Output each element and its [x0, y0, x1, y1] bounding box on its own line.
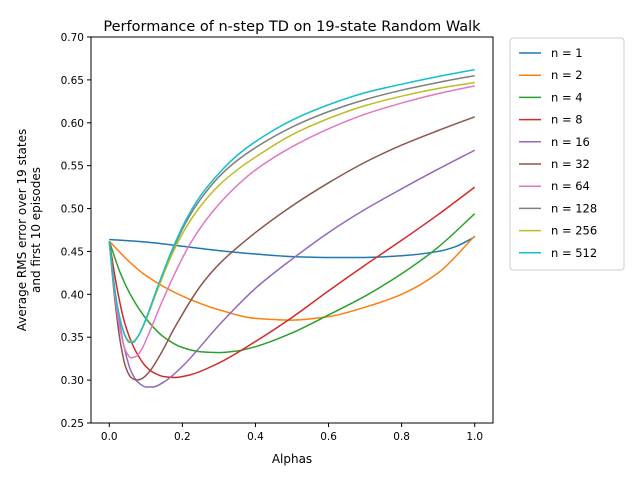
y-tick-label: 0.50: [61, 204, 84, 216]
series-line-8: [108, 74, 475, 343]
series-line-2: [108, 235, 476, 321]
y-tick-label: 0.30: [61, 375, 84, 387]
series-line-5: [108, 149, 476, 388]
plot-area: [108, 68, 476, 388]
series-line-10: [108, 68, 475, 344]
series-line-6: [108, 116, 475, 381]
y-axis-label-line-2: and first 10 episodes: [29, 167, 43, 293]
series-line-3: [108, 213, 476, 354]
legend-label: n = 128: [551, 201, 597, 215]
legend-label: n = 512: [551, 246, 597, 260]
y-tick-label: 0.55: [61, 161, 84, 173]
legend-label: n = 32: [551, 157, 590, 171]
y-tick-label: 0.45: [61, 246, 84, 258]
x-tick-label: 0.8: [393, 431, 410, 443]
legend-label: n = 256: [551, 224, 597, 238]
x-axis: 0.0 0.2 0.4 0.6 0.8 1.0: [101, 423, 483, 443]
x-tick-label: 0.2: [174, 431, 191, 443]
x-tick-label: 0.4: [247, 431, 264, 443]
legend-label: n = 2: [551, 68, 583, 82]
y-tick-label: 0.40: [61, 289, 84, 301]
series-line-1: [109, 236, 476, 259]
legend-label: n = 8: [551, 113, 583, 127]
plot-frame: [90, 36, 494, 424]
chart-title: Performance of n-step TD on 19-state Ran…: [103, 19, 481, 35]
series-line-7: [108, 85, 475, 359]
series-line-9: [108, 81, 475, 343]
y-axis-label: Average RMS error over 19 states and fir…: [15, 129, 43, 331]
y-axis: 0.25 0.30 0.35 0.40 0.45 0.50 0.55 0.60 0.65 0.70: [61, 32, 91, 430]
y-tick-label: 0.70: [61, 32, 84, 44]
legend-box: [509, 37, 625, 271]
legend-label: n = 4: [551, 90, 583, 104]
legend: n = 1 n = 2 n = 4 n = 8 n = 16 n = 32 n = 64 n …: [509, 37, 625, 271]
y-tick-label: 0.35: [61, 332, 84, 344]
legend-label: n = 1: [551, 46, 583, 60]
y-tick-label: 0.65: [61, 75, 84, 87]
x-tick-label: 1.0: [466, 431, 483, 443]
y-tick-label: 0.60: [61, 118, 84, 130]
y-tick-label: 0.25: [61, 418, 84, 430]
series-line-4: [108, 186, 476, 379]
legend-label: n = 16: [551, 135, 590, 149]
x-tick-label: 0.0: [101, 431, 118, 443]
legend-label: n = 64: [551, 179, 590, 193]
x-axis-label: Alphas: [272, 452, 312, 466]
y-axis-label-line-1: Average RMS error over 19 states: [15, 129, 29, 331]
x-tick-label: 0.6: [320, 431, 337, 443]
